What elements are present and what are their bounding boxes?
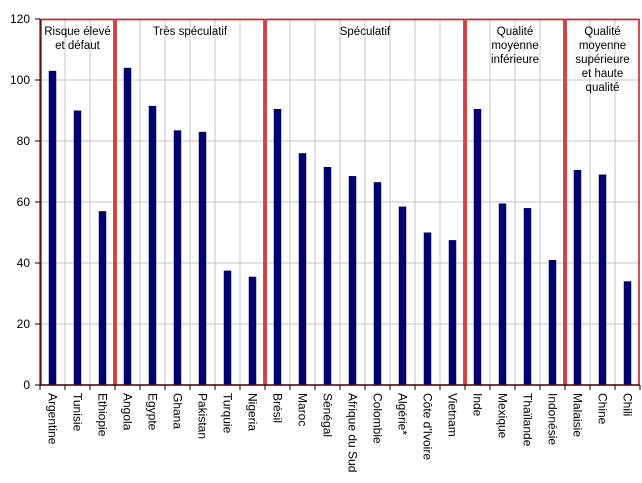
group-label: Spéculatif: [340, 26, 391, 38]
bar-egypte: [148, 105, 157, 386]
x-tick-label-argentine: Argentine: [46, 393, 60, 445]
bar-thailande: [523, 208, 532, 385]
bar-cote-d-ivoire: [423, 232, 432, 385]
bar-bresil: [273, 108, 282, 385]
group-label: Qualité: [497, 26, 533, 38]
group-label: Très spéculatif: [153, 26, 228, 38]
bar-inde: [473, 108, 482, 385]
bar-afrique-du-sud: [348, 176, 357, 385]
bar-turquie: [223, 270, 232, 385]
group-label: Risque élevé: [44, 26, 110, 38]
x-tick-label-nigeria: Nigeria: [246, 393, 260, 431]
bar-senegal: [323, 166, 332, 385]
x-tick-label-bresil: Brésil: [271, 393, 285, 423]
x-tick-label-chine: Chine: [596, 393, 610, 425]
bar-vietnam: [448, 240, 457, 385]
bar-chine: [598, 174, 607, 385]
bar-tunisie: [73, 110, 82, 385]
x-tick-label-pakistan: Pakistan: [196, 393, 210, 439]
x-tick-label-cote-d-ivoire: Côte d'Ivoire: [421, 393, 435, 460]
x-tick-label-mexique: Mexique: [496, 393, 510, 439]
group-label: moyenne: [579, 40, 626, 52]
bar-pakistan: [198, 131, 207, 385]
group-label: supérieure: [575, 54, 629, 66]
x-tick-label-angola: Angola: [121, 393, 135, 431]
bar-maroc: [298, 153, 307, 385]
y-tick-label: 100: [10, 73, 30, 87]
bars-layer: [48, 67, 632, 386]
bar-nigeria: [248, 276, 257, 385]
x-tick-label-thailande: Thaïlande: [521, 393, 535, 447]
x-tick-label-ethiopie: Ethiopie: [96, 393, 110, 437]
bar-ethiopie: [98, 211, 107, 385]
x-tick-label-inde: Inde: [471, 393, 485, 417]
bar-indonesie: [548, 259, 557, 385]
axis-layer: [35, 18, 641, 390]
x-tick-label-indonesie: Indonésie: [546, 393, 560, 445]
y-tick-label: 120: [10, 12, 30, 26]
bar-algerie: [398, 206, 407, 385]
group-label: moyenne: [491, 40, 538, 52]
x-tick-label-vietnam: Vietnam: [446, 393, 460, 437]
bar-angola: [123, 67, 132, 386]
x-tick-label-senegal: Sénégal: [321, 393, 335, 437]
x-tick-label-algerie: Algérie*: [396, 393, 410, 435]
x-tick-label-ghana: Ghana: [171, 393, 185, 429]
x-tick-label-turquie: Turquie: [221, 393, 235, 434]
y-tick-label: 80: [17, 134, 31, 148]
bar-chili: [623, 281, 632, 385]
x-tick-label-chili: Chili: [621, 393, 635, 416]
y-tick-label: 60: [17, 195, 31, 209]
bar-ghana: [173, 130, 182, 385]
y-tick-labels: 0 20 40 60 80 100 120: [10, 12, 30, 392]
x-tick-label-afrique-du-sud: Afrique du Sud: [346, 393, 360, 472]
y-tick-label: 20: [17, 317, 31, 331]
bar-malaisie: [573, 169, 582, 385]
x-tick-label-tunisie: Tunisie: [71, 393, 85, 432]
bar-argentine: [48, 70, 57, 385]
y-tick-label: 40: [17, 256, 31, 270]
group-label: Qualité: [584, 26, 620, 38]
bar-colombie: [373, 182, 382, 385]
group-label: et défaut: [55, 40, 101, 52]
group-label: qualité: [586, 82, 620, 94]
group-label: inférieure: [491, 54, 539, 66]
bar-mexique: [498, 203, 507, 385]
x-tick-label-colombie: Colombie: [371, 393, 385, 444]
x-tick-labels: Argentine Tunisie Ethiopie Angola Egypte Ghan…: [46, 393, 635, 472]
y-tick-label: 0: [23, 378, 30, 392]
x-tick-label-malaisie: Malaisie: [571, 393, 585, 437]
group-label: et haute: [582, 68, 624, 80]
x-tick-label-maroc: Maroc: [296, 393, 310, 426]
x-tick-label-egypte: Egypte: [146, 393, 160, 431]
